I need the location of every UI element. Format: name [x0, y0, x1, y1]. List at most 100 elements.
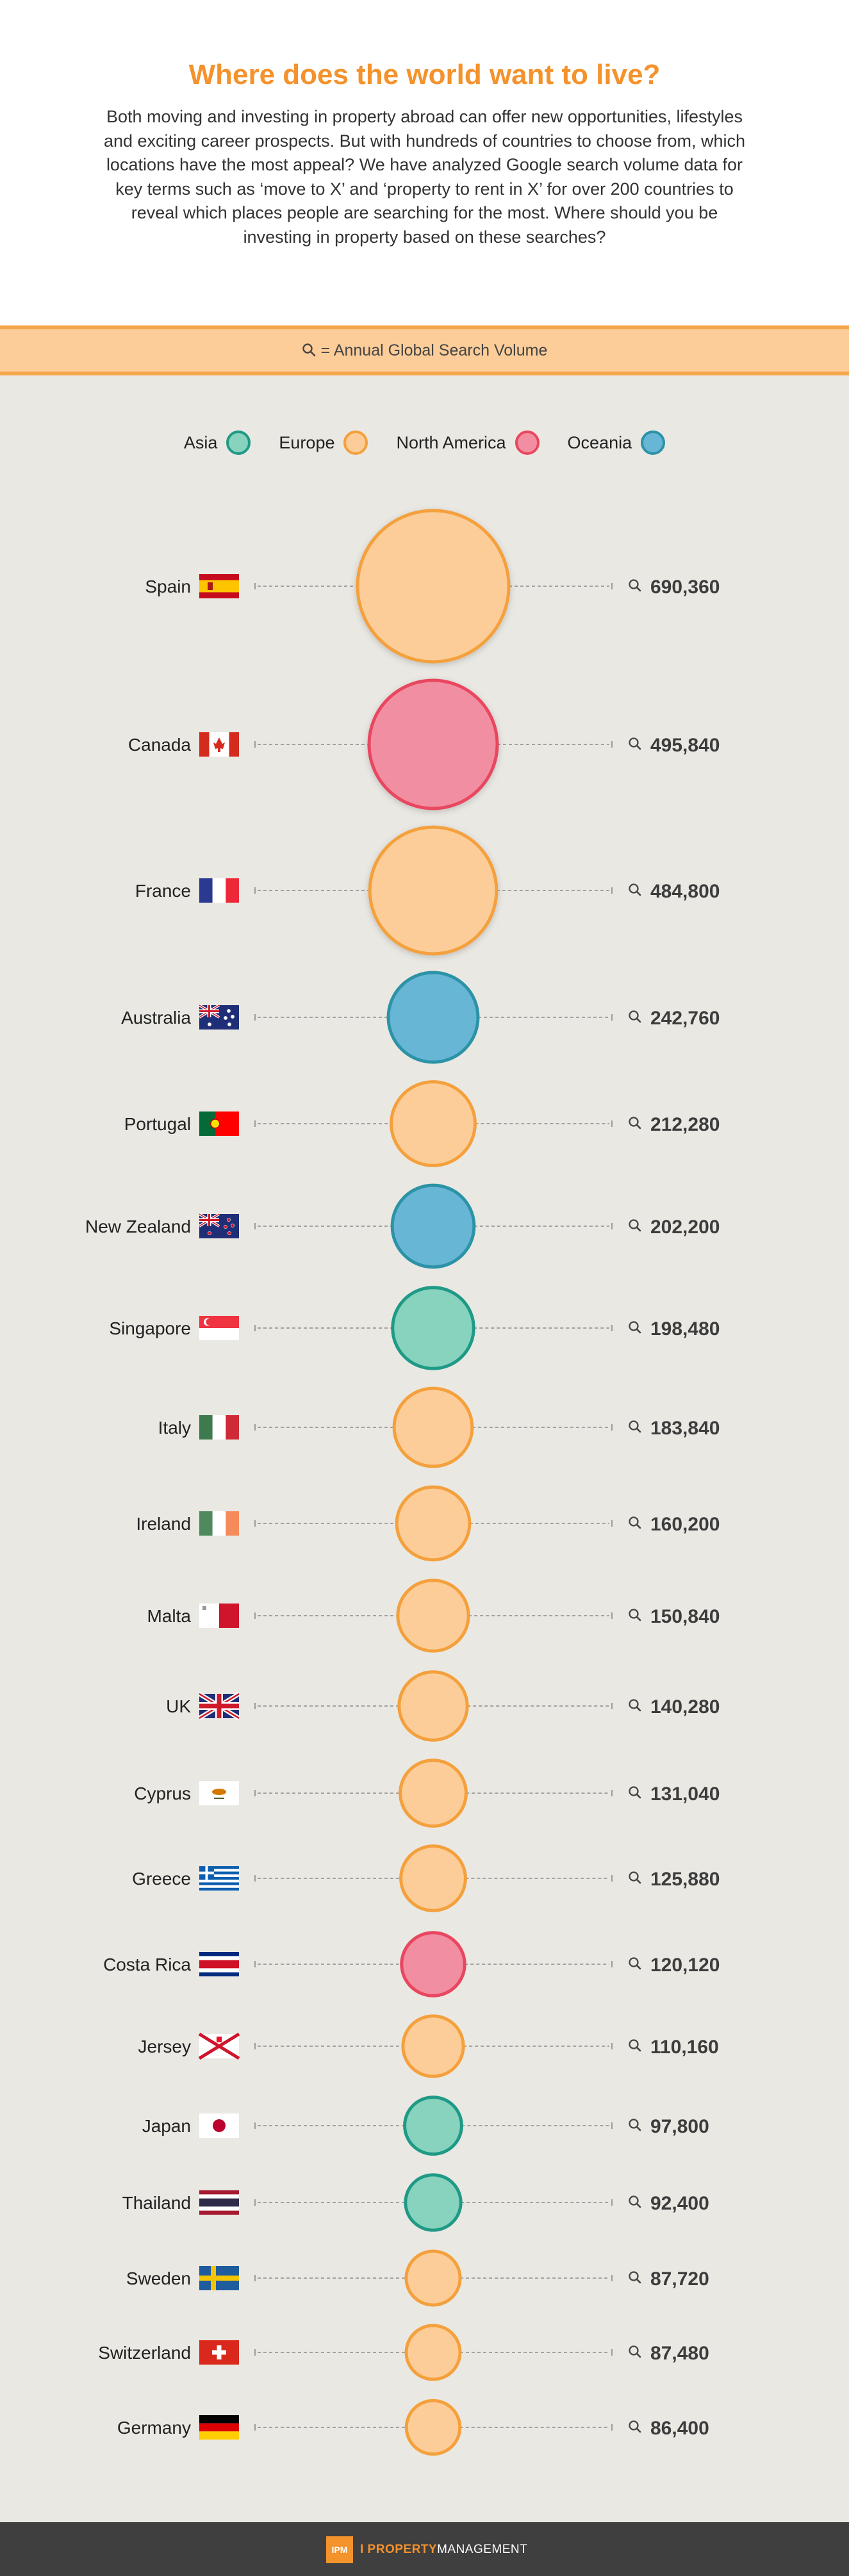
header: Where does the world want to live? Both …	[0, 0, 849, 325]
jersey-flag	[198, 2032, 240, 2060]
bubble	[368, 825, 499, 956]
bubble	[404, 2249, 462, 2307]
value-label: 160,200	[650, 1514, 720, 1535]
bubble	[390, 1080, 477, 1167]
search-icon	[629, 2119, 641, 2131]
chart-row: Germany 86,400	[117, 2399, 709, 2456]
legend-label: Europe	[279, 432, 335, 452]
bubble	[386, 971, 480, 1064]
search-icon	[629, 579, 641, 592]
key-text: = Annual Global Search Volume	[0, 329, 849, 372]
search-icon	[629, 1871, 641, 1884]
country-label: Spain	[145, 577, 191, 596]
cyprus-flag	[199, 1781, 239, 1805]
value-label: 242,760	[650, 1008, 720, 1029]
legend-swatch	[343, 431, 368, 455]
value-label: 131,040	[650, 1784, 720, 1805]
key-band: = Annual Global Search Volume	[0, 325, 849, 375]
chart-row: Spain 690,360	[145, 509, 720, 664]
portugal-flag	[199, 1112, 239, 1136]
search-icon	[629, 1609, 641, 1621]
chart-row: Canada 495,840	[128, 678, 720, 810]
search-icon	[629, 1699, 641, 1712]
new-zealand-flag	[198, 1213, 239, 1238]
chart-row: Sweden 87,720	[126, 2249, 709, 2307]
country-label: Greece	[132, 1869, 191, 1889]
footer: IPM I PROPERTYMANAGEMENT	[0, 2522, 849, 2576]
search-icon	[629, 737, 641, 750]
legend-label: North America	[396, 432, 506, 452]
bubble	[404, 2399, 462, 2456]
bubble	[401, 2014, 465, 2078]
value-label: 198,480	[650, 1318, 720, 1340]
value-label: 86,400	[650, 2418, 709, 2439]
bubble	[400, 1931, 466, 1998]
bubble	[390, 1183, 476, 1269]
legend-item-asia: Asia	[184, 431, 251, 455]
bubble	[396, 1579, 470, 1653]
bubble	[391, 1286, 475, 1370]
footer-logo: IPM	[326, 2536, 353, 2563]
germany-flag	[199, 2415, 239, 2440]
value-label: 87,480	[650, 2343, 709, 2364]
key-label: = Annual Global Search Volume	[320, 341, 548, 359]
canada-flag	[199, 732, 239, 757]
chart-row: UK 140,280	[166, 1670, 720, 1742]
value-label: 690,360	[650, 577, 720, 598]
country-label: Japan	[142, 2116, 191, 2136]
search-icon	[629, 1786, 641, 1799]
search-icon	[629, 1117, 641, 1129]
value-label: 92,400	[650, 2193, 709, 2214]
page-title: Where does the world want to live?	[188, 59, 661, 90]
chart-row: Costa Rica 120,120	[103, 1931, 720, 1998]
country-label: UK	[166, 1696, 191, 1716]
country-label: New Zealand	[85, 1217, 191, 1236]
spain-flag	[199, 574, 239, 598]
chart-row: Jersey 110,160	[138, 2014, 719, 2078]
country-label: Canada	[128, 735, 192, 755]
bubble	[399, 1759, 468, 1828]
bubble	[367, 678, 499, 810]
legend-item-north-america: North America	[396, 431, 540, 455]
value-label: 495,840	[650, 735, 720, 756]
chart-row: Japan 97,800	[142, 2096, 709, 2156]
legend: Asia Europe North America Oceania	[0, 431, 849, 455]
country-label: Switzerland	[98, 2343, 191, 2363]
chart-row: Singapore 198,480	[109, 1286, 720, 1370]
uk-flag	[198, 1692, 240, 1720]
country-label: France	[135, 881, 191, 901]
country-label: Australia	[121, 1008, 191, 1028]
japan-flag	[199, 2113, 239, 2138]
legend-item-europe: Europe	[279, 431, 368, 455]
france-flag	[199, 878, 239, 903]
country-label: Singapore	[109, 1318, 191, 1338]
thailand-flag	[199, 2190, 239, 2215]
bubble	[403, 2096, 463, 2156]
legend-swatch	[226, 431, 251, 455]
australia-flag	[198, 1004, 239, 1030]
singapore-flag	[199, 1316, 239, 1340]
chart-row: France 484,800	[135, 825, 720, 956]
legend-label: Oceania	[567, 432, 632, 452]
chart-row: Cyprus 131,040	[134, 1759, 720, 1828]
search-icon	[629, 1219, 641, 1232]
costa-rica-flag	[199, 1952, 239, 1976]
country-label: Ireland	[136, 1514, 191, 1534]
footer-brand: I PROPERTYMANAGEMENT	[360, 2539, 527, 2560]
legend-item-oceania: Oceania	[568, 431, 666, 455]
greece-flag	[199, 1866, 239, 1891]
country-label: Jersey	[138, 2037, 191, 2056]
country-label: Italy	[158, 1418, 191, 1438]
search-icon	[629, 2420, 641, 2433]
value-label: 202,200	[650, 1217, 720, 1238]
chart-row: Australia 242,760	[121, 971, 720, 1064]
value-label: 87,720	[650, 2268, 709, 2290]
country-label: Germany	[117, 2418, 191, 2438]
value-label: 125,880	[650, 1869, 720, 1890]
legend-swatch	[641, 431, 666, 455]
ireland-flag	[199, 1511, 239, 1536]
bubble	[404, 2173, 463, 2232]
italy-flag	[199, 1415, 239, 1440]
bubble	[395, 1485, 472, 1562]
